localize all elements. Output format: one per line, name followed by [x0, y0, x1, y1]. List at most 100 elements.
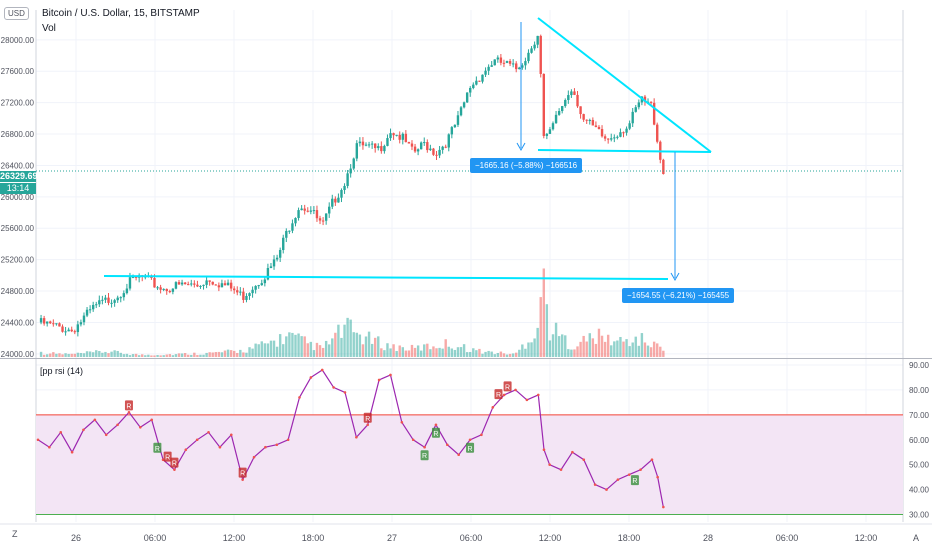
rsi-point: [616, 478, 620, 481]
currency-badge[interactable]: USD: [4, 7, 29, 20]
bear-divergence-marker: [494, 389, 503, 400]
volume-bar: [410, 344, 414, 357]
rsi-indicator-label[interactable]: [pp rsi (14): [40, 366, 84, 376]
volume-bar: [613, 341, 616, 357]
candle-body: [637, 102, 641, 108]
volume-bar: [165, 354, 168, 357]
candle-body: [278, 250, 282, 258]
volume-bar: [141, 354, 144, 357]
measure-label-1[interactable]: −1665.16 (−5.88%) −166516: [470, 158, 583, 173]
time-tick-label: 12:00: [855, 533, 878, 543]
candle-body: [389, 133, 392, 139]
candle-body: [628, 123, 631, 129]
candle-body: [588, 119, 591, 121]
volume-bar: [119, 352, 122, 357]
rsi-point: [207, 430, 210, 434]
candle-body: [251, 289, 254, 294]
trend-drawings: [36, 17, 903, 282]
volume-bar: [521, 344, 524, 357]
candle-body: [560, 106, 564, 112]
rsi-point: [377, 378, 381, 382]
candle-body: [82, 315, 86, 323]
volume-bar: [557, 336, 561, 357]
rsi-point: [116, 423, 119, 427]
volume-bar: [144, 355, 147, 357]
volume-bar: [328, 344, 331, 357]
candle-body: [98, 300, 101, 305]
candle-body: [404, 133, 408, 143]
volume-bar: [254, 343, 257, 357]
candle-body: [649, 101, 653, 103]
candle-body: [386, 138, 389, 146]
symbol-title[interactable]: Bitcoin / U.S. Dollar, 15, BITSTAMP: [42, 8, 200, 19]
candle-body: [208, 280, 211, 282]
rsi-point: [650, 458, 654, 461]
candle-body: [527, 52, 530, 62]
rsi-point: [525, 398, 529, 402]
rsi-point: [320, 368, 324, 372]
volume-bar: [116, 350, 119, 357]
price-tick-label: 24000.00: [1, 350, 35, 359]
measure-label-2[interactable]: −1654.55 (−6.21%) −165455: [622, 288, 735, 303]
volume-bar: [239, 349, 242, 357]
candle-body: [122, 293, 126, 298]
volume-bar: [297, 333, 300, 357]
candle-body: [297, 210, 300, 218]
candle-body: [453, 124, 457, 128]
bull-divergence-marker: [630, 475, 639, 486]
rsi-point: [514, 388, 517, 392]
candle-body: [631, 111, 634, 124]
candle-body: [352, 158, 355, 169]
candle-body: [303, 208, 306, 211]
candle-body: [511, 63, 515, 65]
candle-body: [610, 138, 613, 140]
rsi-tick-label: 60.00: [909, 436, 930, 445]
rsi-point: [593, 483, 597, 486]
volume-bar: [567, 349, 570, 357]
volume-bar: [91, 352, 95, 357]
volume-bar: [438, 347, 441, 357]
volume-bar: [377, 336, 380, 357]
volume-bar: [450, 348, 454, 357]
corner-label-right[interactable]: A: [913, 533, 920, 543]
rsi-point: [218, 445, 222, 449]
volume-bar: [107, 353, 110, 357]
volume-bar: [52, 352, 55, 357]
candle-body: [521, 65, 524, 68]
volume-bar: [193, 352, 196, 357]
volume-bar: [343, 324, 346, 357]
rsi-point: [332, 386, 335, 389]
volume-bar: [159, 355, 162, 357]
volume-bar: [269, 340, 273, 357]
volume-bar: [579, 341, 582, 357]
candle-body: [199, 285, 202, 287]
candle-body: [331, 198, 334, 207]
price-tick-label: 24800.00: [1, 287, 35, 296]
volume-bar: [291, 332, 294, 357]
measure-arrowhead-2: [670, 272, 680, 282]
rsi-point: [48, 445, 51, 449]
volume-bar: [459, 347, 463, 357]
corner-label-left[interactable]: Z: [12, 529, 18, 539]
bull-divergence-marker: [466, 442, 475, 453]
candle-body: [432, 148, 435, 155]
volume-bar: [263, 343, 267, 357]
volume-bar: [187, 354, 190, 357]
volume-label[interactable]: Vol: [42, 23, 56, 34]
volume-bar: [85, 351, 89, 357]
volume-bar: [266, 343, 270, 357]
volume-bar: [58, 353, 61, 357]
volume-bar: [603, 341, 607, 357]
candle-body: [576, 94, 579, 107]
volume-bar: [278, 334, 282, 357]
rsi-tick-label: 40.00: [909, 486, 930, 495]
volume-bar: [45, 354, 49, 357]
volume-bar: [570, 349, 573, 357]
candle-body: [190, 283, 193, 285]
volume-bar: [361, 344, 365, 357]
candle-body: [211, 281, 214, 285]
candle-body: [236, 290, 239, 293]
candle-body: [634, 107, 637, 112]
price-tick-label: 25200.00: [1, 256, 35, 265]
